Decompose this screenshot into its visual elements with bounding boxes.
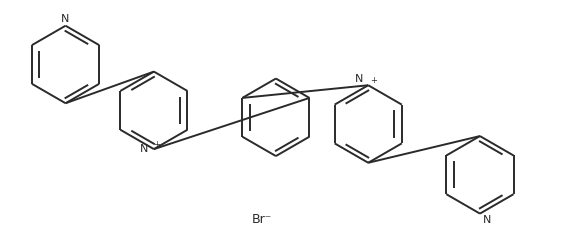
Text: N: N xyxy=(62,14,70,25)
Text: N: N xyxy=(140,144,148,154)
Text: N: N xyxy=(355,74,364,84)
Text: Br⁻: Br⁻ xyxy=(252,213,272,226)
Text: +: + xyxy=(153,140,160,149)
Text: +: + xyxy=(370,76,377,85)
Text: N: N xyxy=(483,215,491,225)
